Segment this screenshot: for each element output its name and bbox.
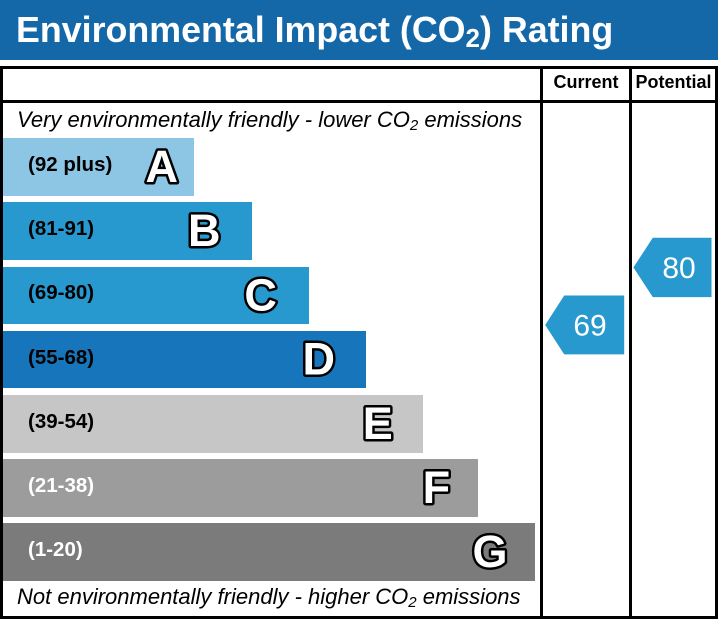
svg-text:E: E [363, 398, 393, 449]
svg-text:G: G [472, 526, 507, 577]
svg-text:B: B [188, 205, 221, 256]
svg-text:80: 80 [662, 252, 695, 285]
svg-text:C: C [244, 269, 277, 320]
svg-text:D: D [302, 334, 335, 385]
svg-text:A: A [146, 141, 179, 192]
svg-text:F: F [423, 462, 451, 513]
svg-text:69: 69 [573, 309, 606, 342]
